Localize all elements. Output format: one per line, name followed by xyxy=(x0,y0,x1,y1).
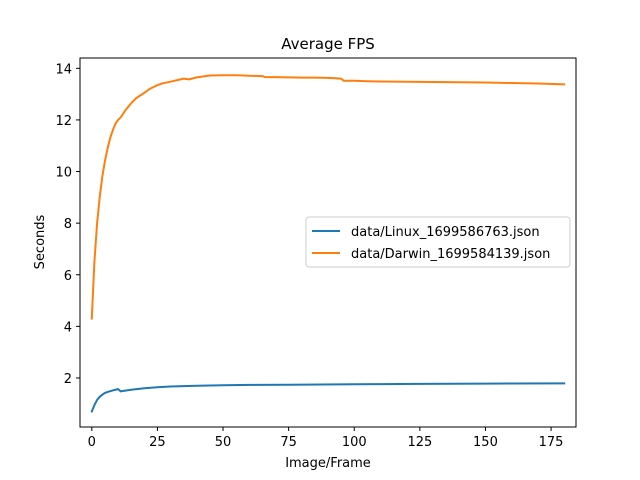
y-tick-label: 8 xyxy=(64,217,72,232)
y-tick-label: 2 xyxy=(64,372,72,387)
x-tick-label: 25 xyxy=(149,435,166,450)
y-tick-label: 4 xyxy=(64,320,72,335)
legend-box xyxy=(305,216,571,268)
x-tick-label: 50 xyxy=(215,435,232,450)
x-tick-label: 0 xyxy=(88,435,96,450)
series-line-1 xyxy=(90,74,566,320)
x-tick-label: 150 xyxy=(473,435,498,450)
y-axis-label: Seconds xyxy=(33,214,48,269)
series-line-0 xyxy=(90,382,566,413)
x-tick-label: 75 xyxy=(280,435,297,450)
legend-label-darwin: data/Darwin_1699584139.json xyxy=(351,247,550,262)
x-tick-label: 125 xyxy=(407,435,432,450)
y-tick-label: 14 xyxy=(55,62,72,77)
x-axis-label: Image/Frame xyxy=(285,456,371,471)
plot-lines xyxy=(90,74,566,413)
plot-frame xyxy=(79,57,577,428)
x-axis-ticks: 0 25 50 75 100 125 150 175 xyxy=(88,427,564,450)
x-tick-label: 175 xyxy=(539,435,564,450)
legend-label-linux: data/Linux_1699586763.json xyxy=(351,225,540,240)
chart-title: Average FPS xyxy=(281,35,375,53)
y-axis-ticks: 2 4 6 8 10 12 14 xyxy=(55,62,80,387)
legend: data/Linux_1699586763.json data/Darwin_1… xyxy=(305,216,571,268)
y-tick-label: 10 xyxy=(55,166,72,181)
y-tick-label: 12 xyxy=(55,114,72,129)
y-tick-label: 6 xyxy=(64,269,72,284)
x-tick-label: 100 xyxy=(342,435,367,450)
